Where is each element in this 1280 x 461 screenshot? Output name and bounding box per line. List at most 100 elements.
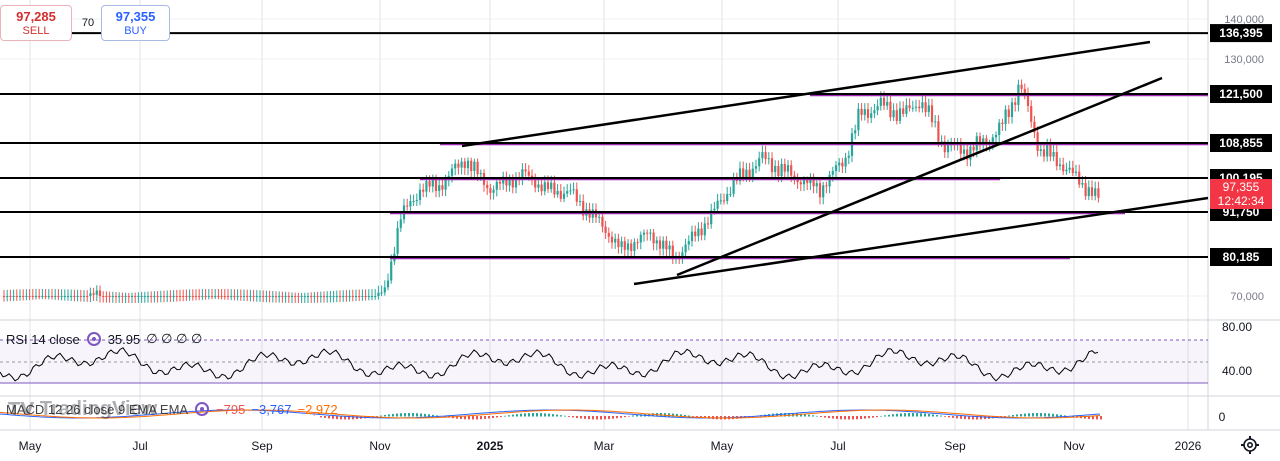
- candle-body: [1062, 164, 1065, 172]
- candle-body: [297, 296, 300, 297]
- candle-body: [287, 296, 290, 297]
- macd-histogram-bar: [832, 416, 834, 419]
- candle-body: [729, 193, 732, 195]
- macd-histogram-bar: [800, 413, 802, 417]
- settings-gear-icon[interactable]: [1240, 435, 1260, 455]
- indicator-eye-icon[interactable]: [86, 331, 102, 347]
- candle-body: [57, 296, 60, 297]
- candle-body: [716, 200, 719, 209]
- candle-body: [361, 296, 364, 297]
- rsi-legend[interactable]: RSI 14 close 35.95 ∅ ∅ ∅ ∅: [6, 331, 202, 347]
- macd-histogram-bar: [324, 416, 326, 418]
- candle-body: [1065, 169, 1068, 172]
- candle-body: [562, 193, 566, 199]
- sell-button[interactable]: 97,285 SELL: [0, 5, 72, 41]
- macd-histogram-bar: [860, 416, 862, 419]
- candle-body: [399, 219, 402, 228]
- candle-body: [847, 155, 850, 158]
- candle-body: [290, 296, 294, 297]
- macd-histogram-bar: [520, 413, 522, 417]
- candle-body: [489, 188, 492, 193]
- candle-body: [2, 296, 6, 297]
- candle-body: [658, 240, 662, 249]
- rsi-tick-label: 80.00: [1222, 320, 1252, 334]
- candle-body: [1033, 121, 1036, 133]
- candle-body: [902, 108, 905, 114]
- macd-histogram-bar: [336, 416, 338, 420]
- candle-body: [818, 183, 822, 198]
- macd-histogram-bar: [676, 413, 678, 417]
- candle-body: [841, 162, 844, 167]
- macd-histogram-bar: [696, 416, 698, 418]
- candle-body: [351, 296, 354, 297]
- macd-histogram-bar: [416, 413, 418, 417]
- buy-button[interactable]: 97,355 BUY: [101, 5, 170, 41]
- macd-histogram-bar: [908, 413, 910, 417]
- macd-histogram-bar: [904, 413, 906, 417]
- candle-body: [444, 179, 447, 190]
- macd-histogram-bar: [428, 414, 430, 417]
- candle-body: [668, 245, 671, 250]
- candle-body: [332, 296, 335, 297]
- macd-histogram-bar: [556, 414, 558, 417]
- candle-body: [278, 296, 281, 297]
- macd-histogram-bar: [500, 416, 502, 417]
- candle-body: [911, 107, 914, 109]
- macd-histogram-bar: [972, 416, 974, 420]
- macd-histogram-bar: [668, 413, 670, 417]
- candle-body: [156, 296, 159, 297]
- candle-body: [434, 180, 438, 192]
- macd-histogram-bar: [680, 414, 682, 417]
- macd-histogram-bar: [560, 415, 562, 417]
- macd-histogram-bar: [616, 416, 618, 419]
- macd-histogram-bar: [392, 413, 394, 417]
- candle-body: [169, 296, 172, 297]
- macd-histogram-bar: [552, 414, 554, 417]
- macd-histogram-bar: [848, 416, 850, 420]
- candle-body: [978, 136, 982, 144]
- candle-body: [114, 296, 118, 297]
- macd-legend[interactable]: MACD 12 26 close 9 EMA EMA −795 −3,767 −…: [6, 401, 338, 417]
- macd-histogram-bar: [544, 413, 546, 417]
- candle-body: [31, 296, 34, 297]
- candle-body: [239, 296, 242, 297]
- candle-body: [649, 232, 652, 234]
- macd-histogram-bar: [932, 414, 934, 417]
- macd-histogram-bar: [496, 416, 498, 418]
- candle-body: [316, 296, 319, 297]
- candle-body: [191, 296, 194, 297]
- candle-body: [86, 296, 89, 297]
- candle-body: [1001, 122, 1004, 125]
- candle-body: [1097, 188, 1100, 198]
- candle-body: [815, 183, 818, 187]
- candle-body: [284, 296, 287, 297]
- candle-body: [143, 296, 146, 297]
- current-price-tag: [1210, 179, 1272, 209]
- candle-body: [726, 193, 729, 202]
- time-tick-label: Jul: [132, 439, 147, 453]
- macd-histogram-bar: [960, 416, 962, 419]
- candle-body: [559, 191, 562, 199]
- macd-histogram-bar: [348, 416, 350, 420]
- macd-histogram-bar: [820, 416, 822, 417]
- candle-body: [943, 141, 946, 153]
- candle-body: [866, 109, 870, 118]
- candle-body: [927, 105, 930, 113]
- candle-body: [486, 184, 489, 189]
- candle-body: [47, 296, 50, 297]
- candle-body: [828, 174, 831, 187]
- price-tick-label: 70,000: [1230, 291, 1264, 303]
- candle-body: [582, 201, 585, 216]
- macd-histogram-bar: [1016, 414, 1018, 417]
- candle-body: [614, 238, 617, 243]
- level-label-bg: [1210, 134, 1272, 152]
- candle-body: [774, 166, 777, 173]
- candle-body: [105, 296, 108, 297]
- time-tick-label: Mar: [594, 439, 615, 453]
- candle-body: [914, 106, 918, 108]
- candle-body: [246, 296, 249, 297]
- candle-body: [905, 105, 908, 114]
- indicator-eye-icon[interactable]: [194, 401, 210, 417]
- macd-histogram-bar: [384, 414, 386, 417]
